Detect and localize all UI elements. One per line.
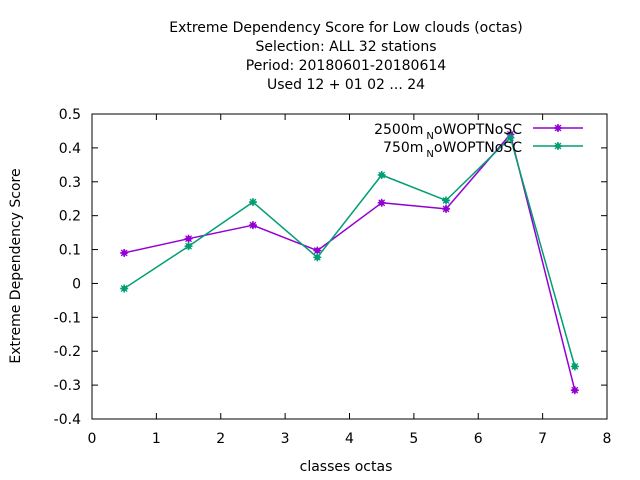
y-tick-label: 0.3 — [59, 175, 81, 191]
legend-entry-2500m: 2500m NoWOPTNoSC — [374, 122, 583, 142]
data-point — [570, 386, 579, 395]
data-point — [377, 198, 386, 207]
y-tick-label: -0.3 — [54, 378, 81, 394]
data-point — [570, 362, 579, 371]
title-line-3: Period: 20180601-20180614 — [246, 58, 446, 74]
data-point — [248, 198, 257, 207]
data-point — [248, 221, 257, 230]
legend-label-750m: 750m NoWOPTNoSC — [383, 140, 522, 160]
legend-marker-750m — [554, 142, 562, 150]
legend-entry-750m: 750m NoWOPTNoSC — [383, 140, 583, 160]
x-tick-label: 1 — [152, 431, 161, 447]
y-tick-label: -0.4 — [54, 412, 81, 428]
data-point — [313, 246, 322, 255]
data-point — [377, 171, 386, 179]
y-tick-label: 0.4 — [59, 141, 81, 157]
legend-marker-2500m — [554, 124, 562, 132]
title-line-4: Used 12 + 01 02 ... 24 — [267, 77, 425, 93]
data-point — [120, 284, 129, 293]
series-2500m — [120, 130, 579, 395]
title-line-1: Extreme Dependency Score for Low clouds … — [169, 20, 523, 36]
x-tick-label: 3 — [281, 431, 290, 447]
data-point — [184, 234, 193, 243]
tick-labels: 0 1 2 3 4 5 6 7 8 -0.4 -0.3 -0.2 -0.1 0 0.1 0.2 0.3 0.4 0.… — [54, 107, 612, 447]
y-tick-label: 0 — [72, 276, 81, 292]
y-tick-label: -0.2 — [54, 344, 81, 360]
chart-title: Extreme Dependency Score for Low clouds … — [169, 20, 523, 93]
y-tick-label: 0.1 — [59, 243, 81, 259]
x-tick-label: 5 — [409, 431, 418, 447]
x-axis-label: classes octas — [300, 459, 393, 475]
x-tick-label: 8 — [603, 431, 612, 447]
title-line-2: Selection: ALL 32 stations — [255, 39, 436, 55]
series-750m — [120, 133, 579, 371]
x-tick-label: 7 — [538, 431, 547, 447]
y-tick-label: 0.5 — [59, 107, 81, 123]
series-layer — [120, 130, 579, 395]
y-tick-label: 0.2 — [59, 209, 81, 225]
x-tick-label: 2 — [216, 431, 225, 447]
axis-ticks — [91, 113, 608, 420]
legend-label-2500m: 2500m NoWOPTNoSC — [374, 122, 522, 142]
y-axis-label: Extreme Dependency Score — [8, 168, 24, 363]
legend: 2500m NoWOPTNoSC 750m NoWOPTNoSC — [374, 122, 583, 160]
series-line-2500m — [124, 133, 576, 391]
series-line-750m — [123, 136, 576, 367]
legend-point — [554, 142, 562, 150]
x-tick-label: 6 — [474, 431, 483, 447]
legend-point — [554, 124, 562, 132]
x-tick-label: 4 — [345, 431, 354, 447]
data-point — [442, 204, 451, 213]
data-point — [506, 133, 515, 142]
data-point — [442, 196, 451, 205]
y-tick-label: -0.1 — [54, 310, 81, 326]
data-point — [184, 242, 193, 251]
data-point — [313, 253, 322, 262]
data-point — [120, 248, 129, 257]
x-tick-label: 0 — [88, 431, 97, 447]
